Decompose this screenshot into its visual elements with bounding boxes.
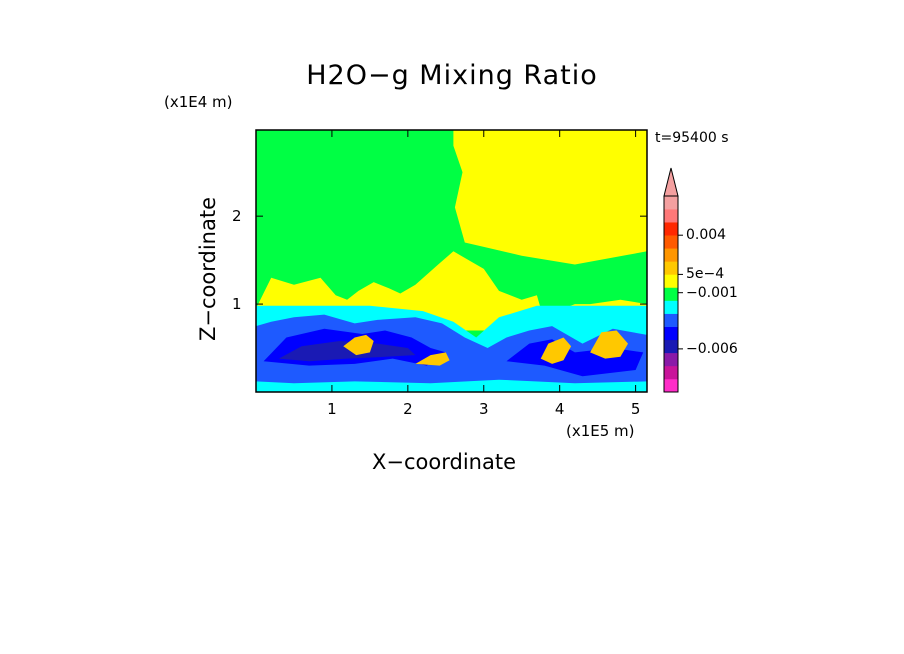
colorbar-tick-label: 5e−4 bbox=[686, 266, 725, 283]
x-tick-label: 1 bbox=[327, 400, 337, 418]
contour-region-11 bbox=[590, 330, 628, 359]
x-axis-label: X−coordinate bbox=[372, 450, 516, 474]
colorbar-swatch bbox=[664, 196, 678, 210]
colorbar-swatch bbox=[664, 274, 678, 288]
y-axis-multiplier: (x1E4 m) bbox=[164, 93, 233, 111]
colorbar-swatch bbox=[664, 300, 678, 314]
colorbar-swatch bbox=[664, 287, 678, 301]
x-axis-multiplier: (x1E5 m) bbox=[566, 422, 635, 440]
colorbar-swatch bbox=[664, 378, 678, 393]
colorbar-swatch bbox=[664, 313, 678, 327]
colorbar-swatch bbox=[664, 352, 678, 367]
y-tick-label: 2 bbox=[232, 207, 242, 226]
colorbar-extend-arrow bbox=[663, 167, 679, 197]
contour-region-10 bbox=[540, 337, 572, 364]
colorbar-swatch bbox=[664, 235, 678, 249]
colorbar-tick-label: 0.004 bbox=[686, 227, 727, 244]
plot-frame bbox=[255, 129, 648, 393]
colorbar-swatch bbox=[664, 261, 678, 275]
contour-region-7 bbox=[278, 341, 416, 362]
colorbar-swatch bbox=[664, 365, 678, 380]
time-label: t=95400 s bbox=[655, 130, 729, 146]
chart-title: H2O−g Mixing Ratio bbox=[306, 60, 598, 91]
colorbar-swatch bbox=[664, 339, 678, 354]
colorbar-tick-label: −0.001 bbox=[686, 284, 738, 301]
contour-region-9 bbox=[415, 352, 450, 366]
x-tick-label: 2 bbox=[403, 400, 413, 418]
contour-region-8 bbox=[343, 334, 374, 356]
colorbar-frame bbox=[663, 195, 679, 393]
x-tick-label: 4 bbox=[554, 400, 565, 418]
contour-region-12 bbox=[256, 379, 647, 392]
y-tick-label: 1 bbox=[232, 295, 242, 314]
colorbar-swatch bbox=[664, 326, 678, 341]
contour-region-1 bbox=[453, 130, 647, 265]
x-tick-label: 5 bbox=[630, 400, 641, 418]
colorbar-tick-label: −0.006 bbox=[686, 340, 738, 357]
colorbar-swatch bbox=[664, 248, 678, 262]
colorbar bbox=[663, 167, 683, 393]
colorbar-swatch bbox=[664, 222, 678, 236]
axis-ticks bbox=[256, 130, 647, 392]
contour-fill-layer bbox=[256, 130, 647, 392]
colorbar-swatch bbox=[664, 209, 678, 223]
x-tick-label: 3 bbox=[478, 400, 489, 418]
